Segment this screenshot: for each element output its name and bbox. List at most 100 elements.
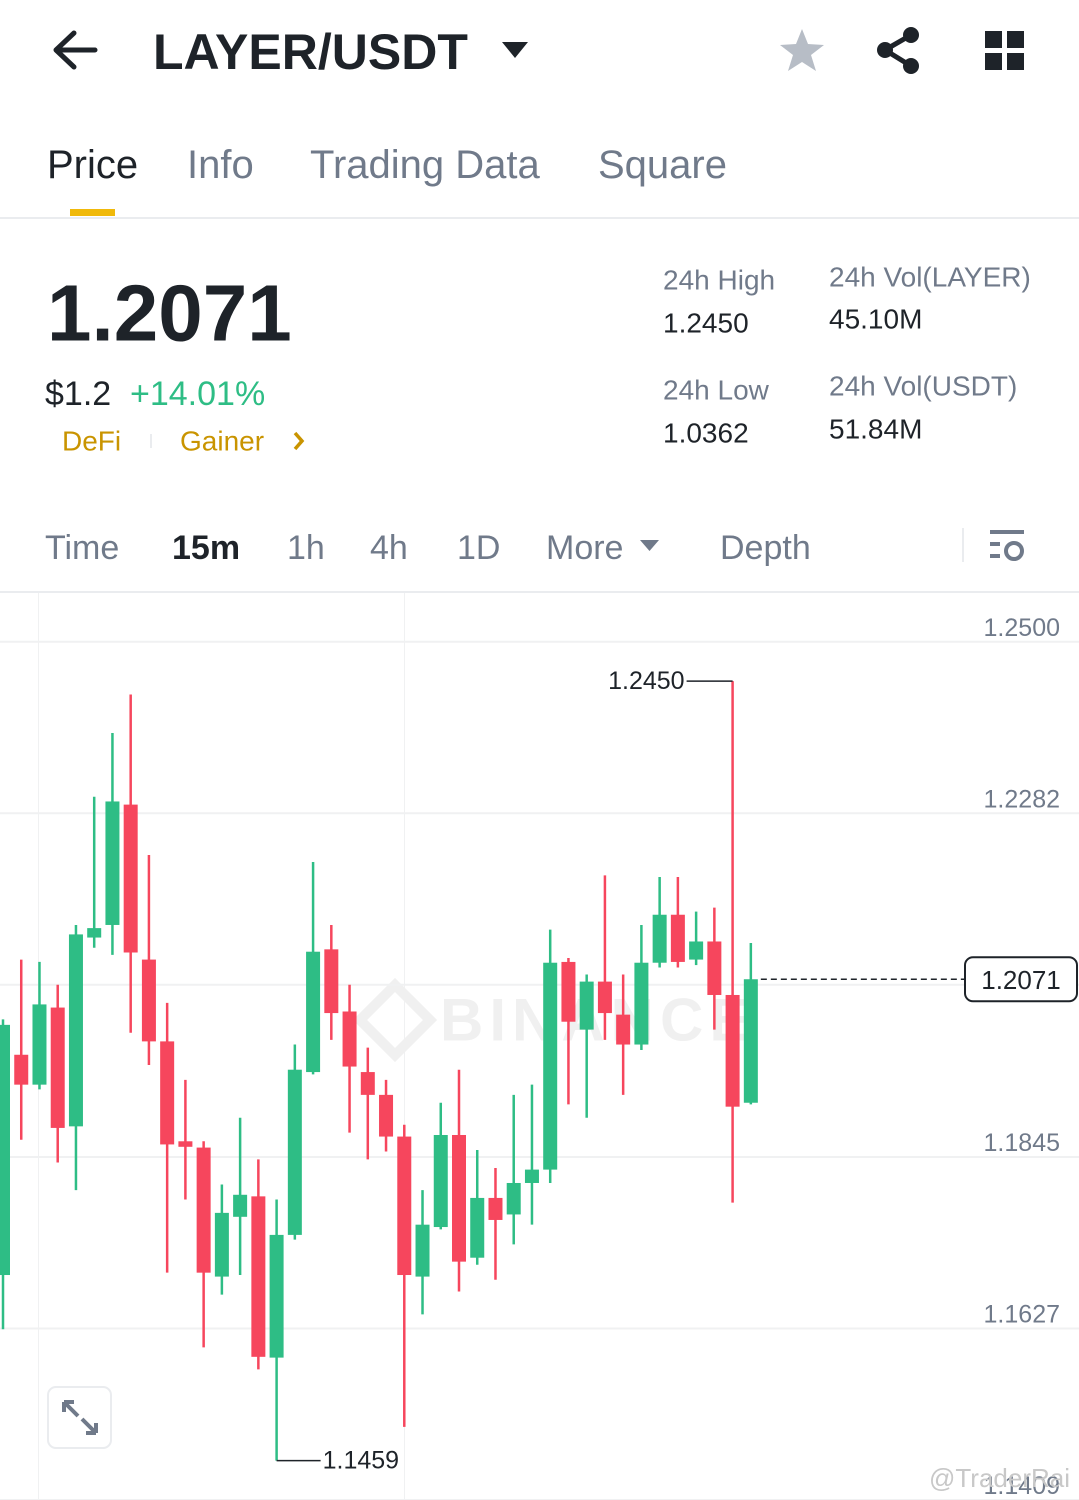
candle-body: [196, 1147, 211, 1273]
stat-value: 1.2450: [663, 308, 749, 339]
annotation-label: 1.1459: [323, 1447, 399, 1475]
candle-body: [707, 941, 722, 995]
candle-body: [214, 1212, 229, 1277]
tab[interactable]: Square: [598, 143, 727, 187]
candle-body: [0, 1024, 10, 1276]
credit: @TraderRai: [929, 1463, 1070, 1493]
y-tick-label: 1.1627: [984, 1301, 1060, 1329]
candle-body: [743, 979, 758, 1103]
tag-separator: [150, 434, 152, 448]
chart-settings[interactable]: [990, 530, 1024, 561]
share-lines: [880, 32, 913, 69]
candle-body: [87, 928, 102, 938]
stat-label: 24h Vol(LAYER): [829, 262, 1031, 293]
candle-body: [524, 1169, 539, 1183]
y-tick-label: 1.2282: [984, 785, 1060, 813]
stat-value: 51.84M: [829, 414, 922, 445]
tab[interactable]: Info: [187, 143, 254, 187]
candle-body: [397, 1136, 412, 1276]
tab[interactable]: Price: [47, 143, 138, 187]
y-tick-label: 1.2500: [984, 614, 1060, 642]
stat-value: 1.0362: [663, 418, 749, 449]
watermark-logo: [352, 977, 438, 1063]
candle-body: [543, 962, 558, 1170]
candle-body: [561, 961, 576, 1022]
candle-body: [306, 951, 321, 1073]
tag[interactable]: DeFi: [62, 426, 121, 457]
candle-body: [415, 1224, 430, 1277]
candle-body: [105, 801, 120, 925]
candle-body: [14, 1054, 29, 1085]
candle-body: [50, 1007, 65, 1128]
candle-body: [506, 1182, 521, 1215]
grid-cell: [985, 53, 1002, 70]
candle-body: [68, 934, 83, 1127]
candle-body: [470, 1197, 485, 1258]
last-price-box: [964, 956, 1078, 1003]
stat-value: 45.10M: [829, 304, 922, 335]
pair-title[interactable]: LAYER/USDT: [153, 24, 468, 80]
watermark: BINANCE: [352, 977, 749, 1063]
candle-body: [342, 1011, 357, 1067]
candle-body: [452, 1134, 466, 1262]
candle-body: [233, 1194, 248, 1217]
candle-body: [488, 1197, 503, 1220]
candle-body: [433, 1134, 448, 1228]
candle-body: [379, 1094, 394, 1137]
candle-body: [579, 981, 594, 1030]
pair-dropdown[interactable]: [502, 42, 528, 58]
tag-arrow[interactable]: [293, 431, 305, 451]
candle-body: [32, 1004, 47, 1085]
stat-label: 24h Low: [663, 375, 770, 406]
candle-body: [251, 1196, 266, 1357]
interval[interactable]: Depth: [720, 529, 811, 567]
divider: [962, 528, 964, 562]
expand-box: [47, 1386, 112, 1449]
price-change: +14.01%: [130, 375, 265, 413]
usd-price: $1.2: [45, 375, 111, 413]
interval[interactable]: 4h: [370, 529, 408, 567]
candle-body: [616, 1014, 631, 1045]
favorite-star[interactable]: [780, 29, 824, 71]
candlestick-chart: BINANCE 1.25001.22821.20641.18451.16271.…: [0, 593, 1079, 1500]
icon-gear: [1004, 541, 1024, 561]
icon-bar: [990, 554, 1000, 558]
more-dropdown[interactable]: [640, 540, 659, 551]
candle-body: [634, 962, 649, 1045]
y-tick-label: 1.1409: [984, 1472, 1060, 1500]
grid-cell: [1007, 31, 1024, 48]
candle-body: [160, 1041, 175, 1145]
expand-button[interactable]: [47, 1386, 112, 1449]
candle-body: [141, 959, 156, 1042]
candle-body: [725, 994, 740, 1107]
icon-bar: [990, 542, 1000, 546]
share-button[interactable]: [877, 27, 919, 74]
candle-body: [178, 1141, 193, 1147]
interval[interactable]: Time: [45, 529, 119, 567]
last-price-label: 1.2071: [981, 965, 1061, 995]
tab[interactable]: Trading Data: [310, 143, 541, 187]
interval[interactable]: 15m: [172, 529, 240, 567]
y-tick-label: 1.1845: [984, 1129, 1060, 1157]
stat-label: 24h Vol(USDT): [829, 371, 1017, 402]
grid-cell: [1007, 53, 1024, 70]
candle-body: [689, 941, 704, 960]
divider: [0, 591, 1079, 593]
back-button[interactable]: [53, 30, 98, 70]
grid-cell: [985, 31, 1002, 48]
annotation-label: 1.2450: [608, 667, 684, 695]
candle-body: [597, 981, 612, 1014]
menu-grid[interactable]: [985, 31, 1024, 70]
expand-icon: [62, 1400, 98, 1435]
back-arrow: [53, 30, 98, 70]
interval[interactable]: More: [546, 529, 623, 567]
tab-indicator: [70, 209, 115, 216]
candle-body: [360, 1072, 375, 1095]
tag[interactable]: Gainer: [180, 426, 264, 457]
interval[interactable]: 1D: [457, 529, 500, 567]
interval[interactable]: 1h: [287, 529, 325, 567]
candle-body: [652, 914, 667, 963]
candle-body: [123, 804, 138, 953]
